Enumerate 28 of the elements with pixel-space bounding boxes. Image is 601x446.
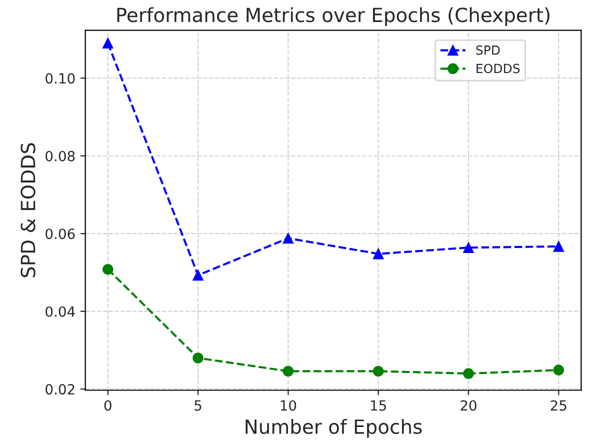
point (553, 241, 564, 252)
point (192, 352, 204, 364)
x-tick-label: 25 (550, 400, 566, 411)
y-tick-label: 0.06 (46, 228, 75, 240)
legend-label: EODDS (476, 64, 520, 74)
point (463, 242, 474, 253)
x-tick-label: 5 (194, 400, 202, 411)
point (372, 248, 384, 260)
point (553, 364, 564, 376)
point (282, 232, 294, 244)
point (463, 368, 474, 379)
y-tick-label: 0.10 (46, 73, 75, 84)
x-tick-label: 0 (104, 400, 112, 411)
chart-title: Performance Metrics over Epochs (Chexpert) (117, 7, 550, 26)
point (282, 366, 294, 377)
y-tick-label: 0.04 (46, 306, 75, 317)
x-tick-label: 15 (371, 400, 386, 411)
y-axis-title: SPD & EODDS (20, 143, 36, 278)
point (192, 270, 204, 281)
y-tick-label: 0.08 (46, 150, 75, 162)
point (102, 264, 114, 275)
legend-label: SPD (476, 45, 500, 55)
x-tick-label: 20 (460, 400, 476, 411)
y-tick-label: 0.02 (46, 384, 74, 395)
point (102, 38, 114, 49)
point (372, 366, 384, 377)
x-axis-title: Number of Epochs (246, 418, 422, 438)
x-tick-label: 10 (280, 400, 296, 411)
